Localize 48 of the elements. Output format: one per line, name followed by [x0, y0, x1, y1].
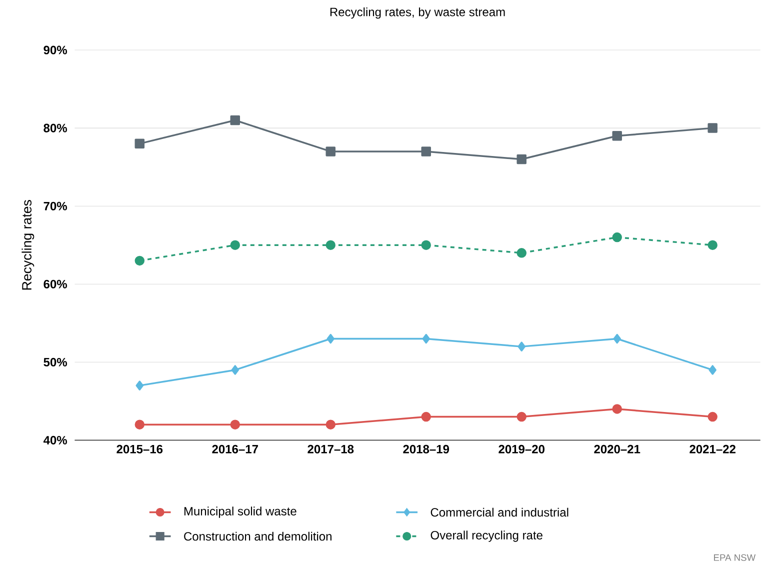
point — [230, 115, 240, 126]
y-tick-label: 70% — [44, 202, 67, 210]
x-tick-label: 2015–16 — [116, 444, 163, 454]
y-tick-label: 80% — [44, 124, 67, 132]
point — [612, 404, 622, 414]
point — [231, 364, 239, 375]
legend-label: Municipal solid waste — [184, 506, 296, 518]
point — [230, 420, 240, 430]
point — [134, 256, 145, 266]
point — [516, 412, 526, 422]
y-tick-label: 90% — [44, 46, 67, 54]
point — [134, 420, 145, 430]
y-tick-label: 40% — [43, 436, 67, 444]
point — [326, 420, 336, 430]
point — [612, 130, 622, 141]
y-tick-label: 60% — [44, 280, 67, 288]
point — [230, 240, 240, 250]
y-tick-label: 50% — [44, 358, 67, 366]
x-tick-label: 2018–19 — [403, 444, 450, 454]
point — [518, 342, 526, 352]
x-tick-label: 2017–18 — [308, 444, 354, 454]
point — [326, 146, 336, 156]
point — [421, 146, 431, 156]
point — [422, 334, 430, 344]
x-tick-label: 2016–17 — [212, 444, 258, 454]
point — [613, 334, 621, 344]
point — [421, 240, 431, 250]
point — [708, 123, 718, 133]
point — [421, 412, 431, 422]
point — [708, 240, 718, 250]
point — [708, 412, 718, 422]
y-axis-title: Recycling rates — [22, 200, 34, 290]
text: EPA NSW — [714, 554, 756, 561]
legend-label: Commercial and industrial — [430, 508, 568, 517]
point — [134, 138, 145, 148]
x-tick-label: 2021–22 — [690, 444, 736, 454]
chart-title: Recycling rates, by waste stream — [330, 7, 505, 19]
x-tick-label: 2019–20 — [498, 444, 544, 454]
point — [516, 248, 526, 258]
x-tick-label: 2020–21 — [594, 444, 640, 454]
point — [326, 240, 336, 250]
legend-label: Overall recycling rate — [430, 530, 542, 542]
legend-label: Construction and demolition — [184, 532, 332, 541]
point — [516, 154, 526, 164]
point — [612, 232, 622, 242]
point — [136, 380, 144, 390]
point — [326, 334, 334, 344]
point — [708, 364, 716, 375]
